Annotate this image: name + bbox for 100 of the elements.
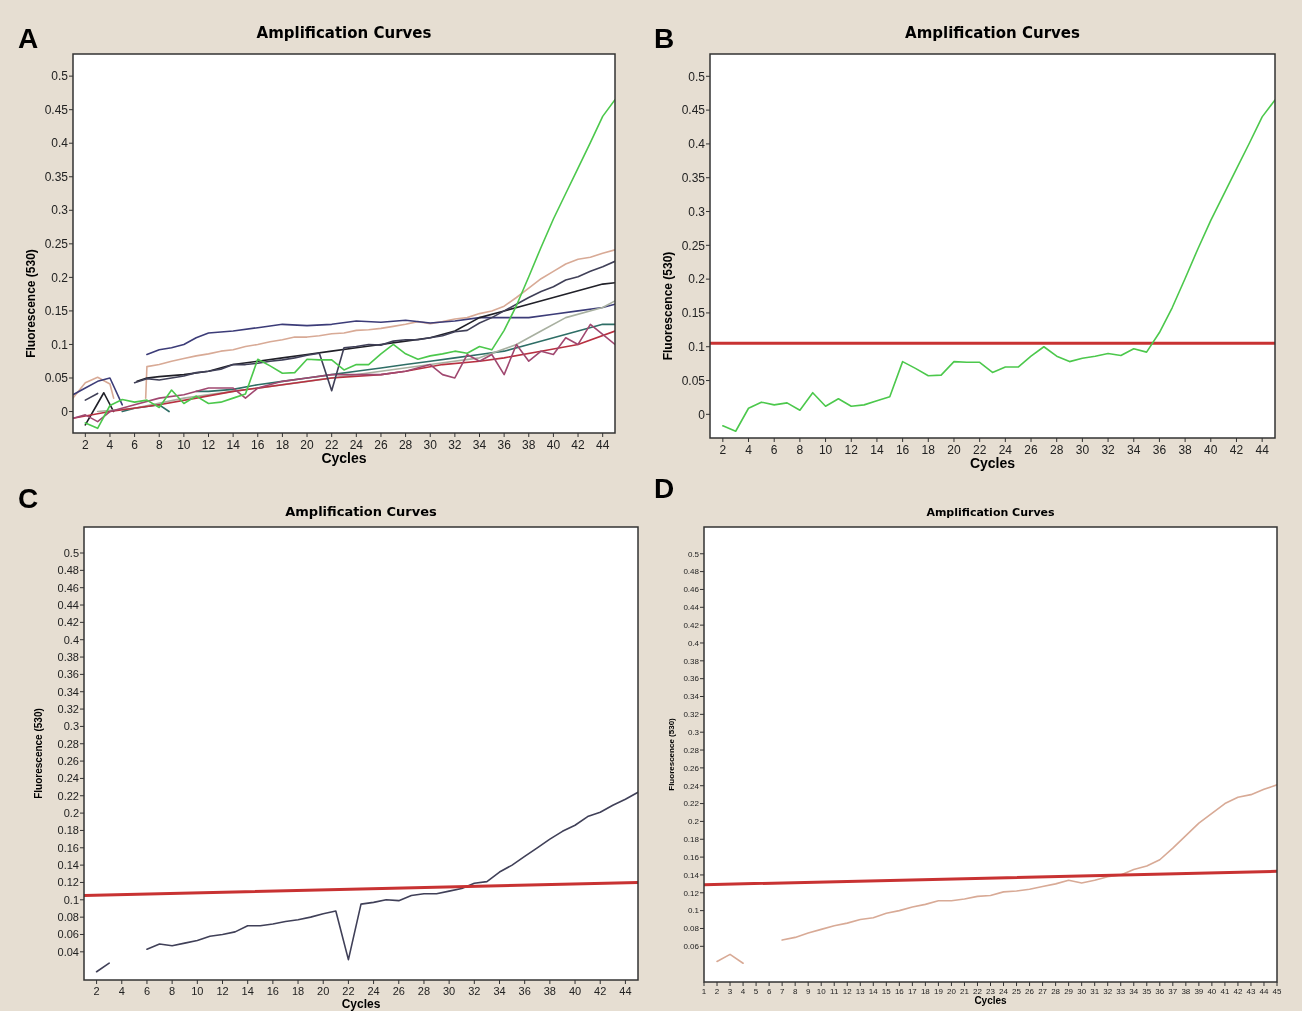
x-tick-label: 4	[118, 985, 125, 997]
y-tick-label: 0.1	[63, 893, 79, 906]
x-tick-label: 42	[571, 438, 586, 452]
y-tick-label: 0.4	[51, 136, 69, 151]
y-tick-label: 0.12	[57, 876, 79, 889]
y-tick-label: 0.04	[57, 945, 79, 958]
y-tick-label: 0	[61, 404, 69, 419]
x-tick-label: 26	[1025, 987, 1035, 996]
x-tick-label: 3	[727, 987, 733, 996]
y-tick-label: 0.35	[44, 169, 69, 184]
x-tick-label: 8	[796, 443, 804, 457]
x-tick-label: 11	[830, 987, 839, 996]
x-tick-label: 30	[1075, 443, 1090, 457]
text: D	[653, 473, 675, 504]
x-tick-label: 18	[921, 443, 936, 457]
x-tick-label: 5	[753, 987, 759, 996]
x-tick-label: 14	[241, 985, 254, 997]
text: A	[17, 23, 39, 54]
x-tick-label: 6	[766, 987, 772, 996]
y-tick-label: 0.18	[57, 824, 79, 837]
y-tick-label: 0.08	[57, 910, 79, 923]
x-tick-label: 2	[81, 438, 89, 452]
x-tick-label: 42	[594, 985, 607, 997]
y-tick-label: 0.48	[683, 567, 700, 577]
y-tick-label: 0.46	[57, 581, 79, 594]
y-tick-label: 0.2	[687, 817, 700, 827]
y-tick-label: 0.15	[681, 306, 706, 321]
y-tick-label: 0.38	[683, 656, 700, 666]
x-tick-label: 30	[423, 438, 438, 452]
y-tick-label: 0.2	[688, 272, 706, 287]
x-tick-label: 20	[317, 985, 330, 997]
x-tick-label: 44	[1255, 443, 1270, 457]
y-tick-label: 0.1	[688, 339, 706, 354]
y-tick-label: 0.4	[687, 638, 700, 648]
y-tick-label: 0.25	[44, 237, 69, 252]
line-series	[722, 99, 1275, 433]
x-tick-label: 8	[792, 987, 798, 996]
text: B	[653, 23, 675, 54]
x-tick-label: 16	[895, 443, 910, 457]
x-tick-label: 14	[226, 438, 241, 452]
x-tick-label: 22	[973, 987, 983, 996]
y-tick-label: 0.3	[687, 728, 700, 737]
x-tick-label: 39	[1194, 987, 1204, 996]
y-tick-label: 0.08	[683, 924, 700, 934]
y-tick-label: 0.36	[683, 674, 700, 684]
y-axis-title: Fluorescence (530)	[24, 249, 38, 358]
x-tick-label: 17	[907, 987, 918, 996]
x-tick-label: 40	[1204, 443, 1218, 457]
x-tick-label: 44	[619, 985, 632, 997]
x-tick-label: 14	[870, 443, 884, 457]
x-tick-label: 34	[1129, 987, 1139, 996]
y-tick-label: 0.48	[57, 564, 79, 577]
x-tick-label: 10	[818, 443, 833, 457]
y-tick-label: 0.24	[683, 781, 700, 791]
y-tick-label: 0.42	[57, 616, 79, 629]
x-tick-label: 8	[169, 985, 176, 997]
y-tick-label: 0.25	[681, 238, 706, 253]
x-tick-label: 8	[155, 438, 163, 452]
x-tick-label: 44	[596, 438, 610, 452]
x-tick-label: 32	[468, 985, 481, 997]
x-tick-label: 28	[1051, 987, 1061, 996]
x-tick-label: 25	[1012, 987, 1022, 996]
y-tick-label: 0.46	[683, 585, 700, 595]
x-tick-label: 16	[251, 438, 265, 452]
x-tick-label: 42	[1229, 443, 1244, 457]
y-tick-label: 0.4	[63, 633, 79, 646]
x-tick-label: 40	[546, 438, 561, 452]
x-tick-label: 6	[143, 985, 151, 997]
y-axis-title: Fluorescence (530)	[661, 251, 675, 361]
x-tick-label: 28	[398, 438, 413, 452]
y-tick-label: 0.16	[57, 841, 79, 854]
x-tick-label: 1	[701, 987, 707, 996]
x-tick-label: 4	[740, 987, 746, 996]
y-axis-title: Fluorescence (530)	[667, 717, 676, 791]
x-tick-label: 34	[493, 985, 506, 997]
y-tick-label: 0.45	[681, 103, 706, 118]
x-tick-label: 16	[266, 985, 279, 997]
x-tick-label: 20	[947, 443, 961, 457]
x-tick-label: 35	[1142, 987, 1152, 996]
text: C	[17, 483, 39, 514]
y-tick-label: 0.22	[683, 799, 700, 809]
x-tick-label: 41	[1220, 987, 1230, 996]
y-tick-label: 0.26	[683, 763, 700, 773]
x-axis-title: Cycles	[341, 997, 381, 1011]
x-tick-label: 9	[805, 987, 811, 996]
x-tick-label: 15	[881, 987, 892, 996]
x-tick-label: 28	[1050, 443, 1064, 457]
y-tick-label: 0.26	[57, 754, 79, 767]
x-tick-label: 10	[191, 985, 204, 997]
x-tick-label: 10	[816, 987, 827, 996]
x-tick-label: 21	[960, 987, 970, 996]
x-tick-label: 38	[1181, 987, 1191, 996]
x-tick-label: 19	[933, 987, 944, 996]
y-tick-label: 0.1	[51, 337, 69, 352]
y-tick-label: 0.05	[681, 373, 706, 388]
y-tick-label: 0.24	[57, 772, 79, 785]
y-tick-label: 0.06	[683, 942, 700, 952]
y-tick-label: 0.06	[57, 928, 79, 941]
x-tick-label: 24	[999, 987, 1009, 996]
x-axis-title: Cycles	[969, 455, 1016, 471]
